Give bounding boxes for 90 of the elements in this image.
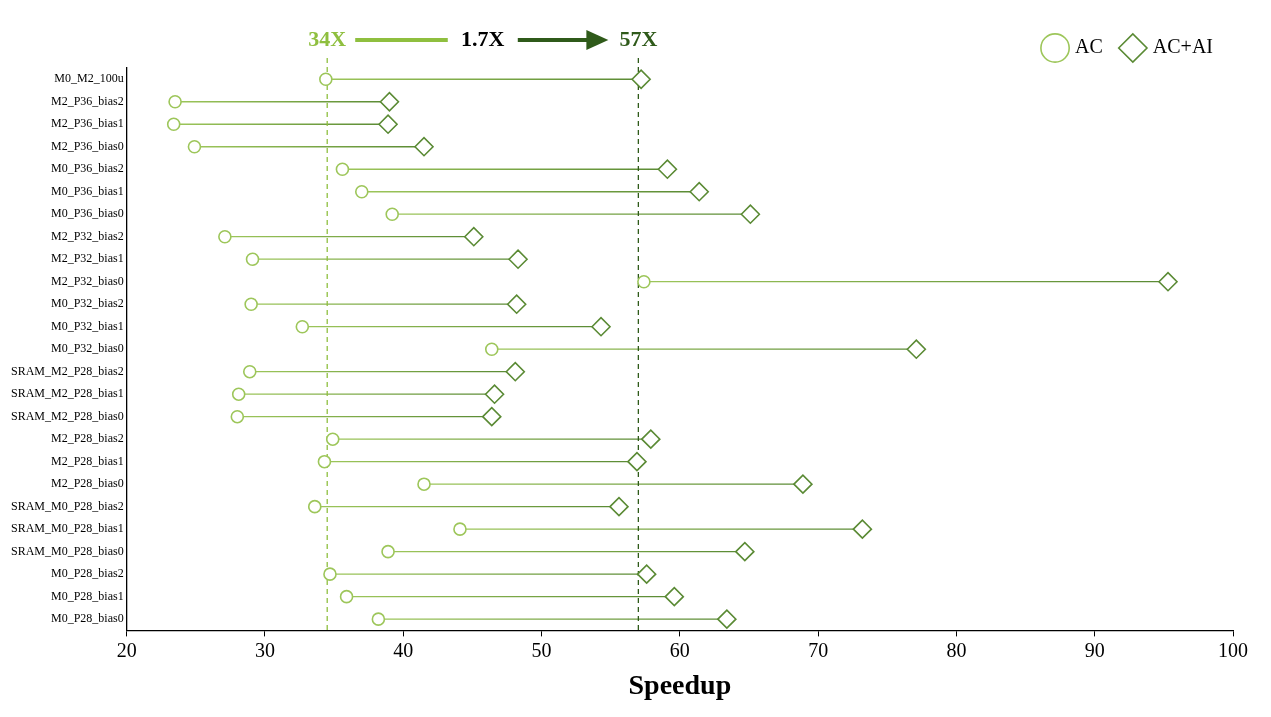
legend-label: AC [1075,35,1103,58]
x-tick-label: 100 [1218,638,1248,661]
point [508,249,528,270]
ref-line-label: 57X [619,25,658,51]
y-tick-label: M2_P28_bias1 [51,453,124,468]
point [735,541,755,562]
point [631,69,651,90]
point [636,564,657,584]
point [378,114,398,135]
y-tick-label: M0_P36_bias2 [51,161,124,176]
point [323,567,337,581]
point [689,181,709,202]
text: 1.7X [461,25,505,51]
point [244,297,258,312]
point [609,496,629,517]
y-tick-label: SRAM_M2_P28_bias0 [11,408,124,423]
y-tick-label: M0_P32_bias0 [51,341,124,356]
y-tick-label: M2_P28_bias0 [51,476,124,491]
point [371,612,386,626]
point [484,342,499,356]
x-tick-label: 20 [116,638,137,661]
x-tick-label: 70 [808,638,829,661]
y-tick-label: SRAM_M2_P28_bias2 [11,363,124,378]
y-tick-label: SRAM_M0_P28_bias0 [11,543,124,558]
point [381,544,395,559]
point [717,609,737,629]
y-tick-label: M0_P28_bias1 [51,588,124,603]
x-tick-label: 40 [393,638,414,661]
point [307,499,322,514]
x-tick-label: 80 [946,638,967,661]
y-tick-label: M2_P36_bias0 [51,138,124,153]
x-tick-label: 50 [531,638,552,661]
point [339,589,354,604]
point [637,274,651,289]
y-tick-label: M2_P32_bias0 [51,273,124,288]
y-tick-label: M0_P36_bias0 [51,206,124,221]
point [168,94,182,109]
point [657,159,678,180]
point [505,361,526,382]
y-tick-label: M2_P36_bias1 [51,116,124,131]
point [906,339,927,359]
y-tick-label: M0_P28_bias2 [51,566,124,581]
point [484,384,505,404]
point [1158,271,1178,292]
x-tick-label: 30 [254,638,275,661]
point [506,294,527,315]
y-tick-label: SRAM_M2_P28_bias1 [11,386,124,401]
point [354,184,369,199]
y-tick-label: M2_P32_bias2 [51,228,124,243]
point [231,387,246,401]
point [218,229,232,244]
point [453,522,467,536]
point [319,72,333,87]
point [481,406,502,427]
y-tick-label: M2_P32_bias1 [51,251,124,266]
point [245,252,260,267]
point [417,477,431,491]
point [740,204,761,225]
point [317,454,332,469]
ref-line-label: 34X [308,25,347,51]
point [295,319,310,334]
x-tick-label: 90 [1084,638,1105,661]
point [230,409,245,424]
point [414,136,434,157]
point [242,364,257,379]
legend-label: AC+AI [1152,35,1214,58]
point [793,474,813,494]
point [627,451,647,472]
point [591,316,611,337]
y-tick-label: M0_M2_100u [54,71,124,86]
point [385,207,399,222]
y-tick-label: M0_P32_bias1 [51,318,124,333]
point [463,226,484,247]
point [335,162,350,177]
point [664,586,685,607]
y-tick-label: M2_P36_bias2 [51,93,124,108]
point [379,91,400,112]
point [852,519,873,539]
point [166,117,181,132]
x-tick-label: 60 [669,638,690,661]
y-tick-label: SRAM_M0_P28_bias1 [11,521,124,536]
y-tick-label: M0_P28_bias0 [51,611,124,626]
y-tick-label: M0_P32_bias2 [51,296,124,311]
y-tick-label: M0_P36_bias1 [51,183,124,198]
x-axis-title: Speedup [628,669,732,701]
point [641,429,661,449]
point [187,139,202,154]
point [325,432,340,446]
y-tick-label: SRAM_M0_P28_bias2 [11,498,124,513]
y-tick-label: M2_P28_bias2 [51,431,124,446]
